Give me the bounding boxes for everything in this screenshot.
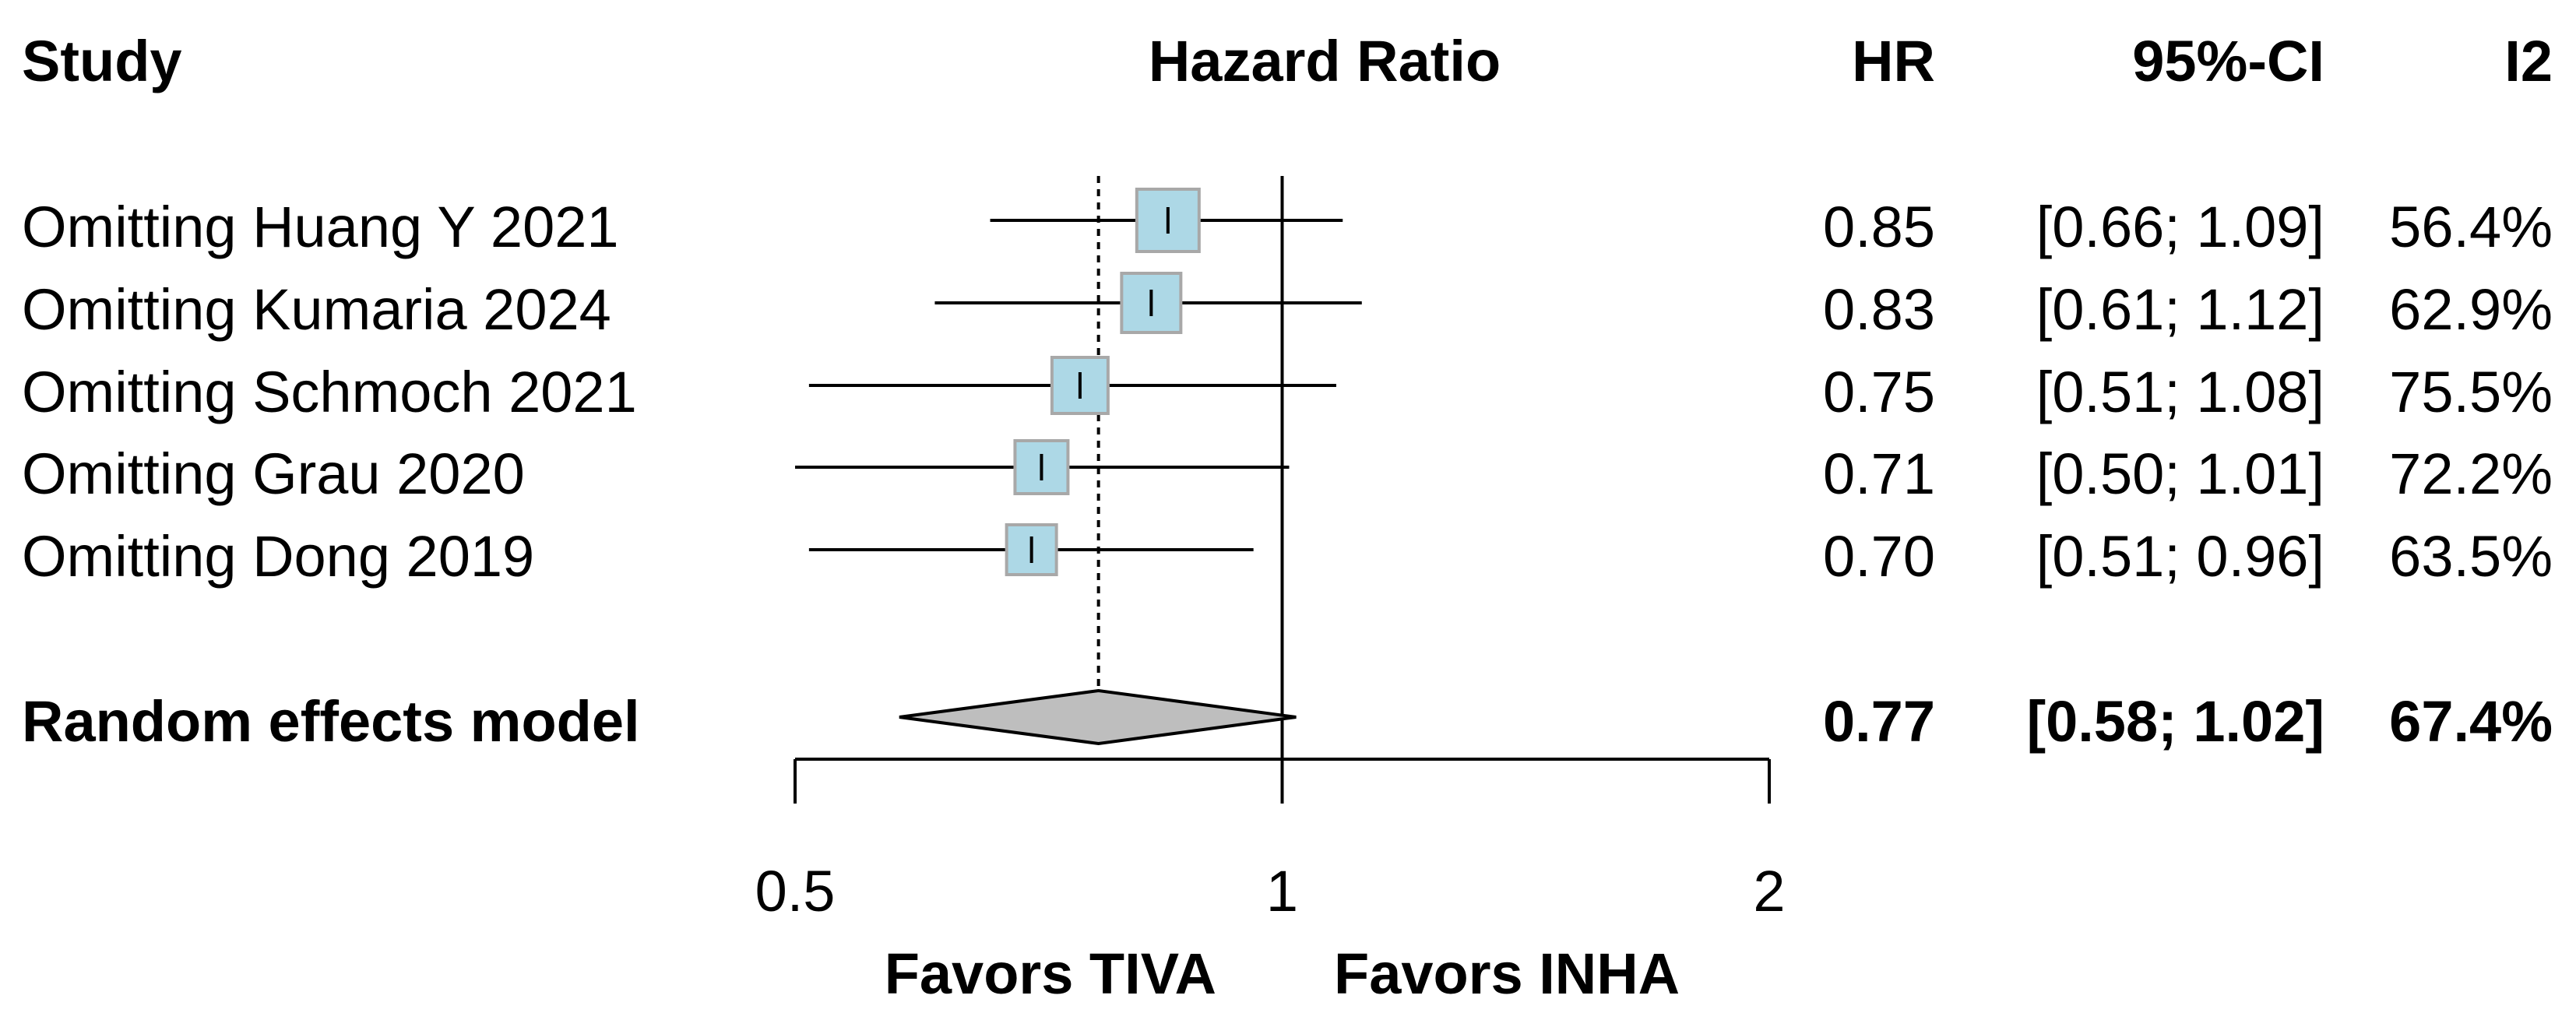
study-ci-value: [0.50; 1.01]: [2036, 441, 2324, 506]
study-square: [1120, 272, 1183, 334]
summary-hr-value: 0.77: [1823, 689, 1935, 754]
study-ci-values: [0.66; 1.09] [0.61; 1.12] [0.51; 1.08] […: [2036, 195, 2324, 589]
header-hazard-ratio: Hazard Ratio: [1149, 29, 1501, 93]
header-hr: HR: [1852, 29, 1935, 93]
study-hr-values: 0.85 0.83 0.75 0.71 0.70: [1823, 195, 1935, 589]
study-label: Omitting Dong 2019: [22, 524, 534, 589]
tick-label: 2: [1753, 859, 1785, 923]
study-hr-value: 0.70: [1823, 524, 1935, 589]
study-label: Omitting Schmoch 2021: [22, 360, 637, 424]
study-label: Omitting Huang Y 2021: [22, 195, 619, 259]
favors-left-label: Favors TIVA: [885, 941, 1216, 1006]
study-square: [1050, 356, 1110, 415]
study-label: Omitting Grau 2020: [22, 441, 525, 506]
header-i2: I2: [2504, 29, 2553, 93]
study-i2-value: 63.5%: [2389, 524, 2553, 589]
header-study: Study: [22, 29, 182, 93]
study-i2-value: 75.5%: [2389, 360, 2553, 424]
study-ci-value: [0.66; 1.09]: [2036, 195, 2324, 259]
summary-label: Random effects model: [22, 689, 640, 754]
summary-ci-value: [0.58; 1.02]: [2026, 689, 2324, 754]
header-ci: 95%-CI: [2132, 29, 2324, 93]
study-i2-value: 56.4%: [2389, 195, 2553, 259]
study-labels: Omitting Huang Y 2021 Omitting Kumaria 2…: [22, 195, 637, 589]
study-ci-value: [0.61; 1.12]: [2036, 277, 2324, 342]
study-i2-value: 72.2%: [2389, 441, 2553, 506]
study-hr-value: 0.75: [1823, 360, 1935, 424]
plot-marks: [794, 176, 1771, 804]
summary-i2-value: 67.4%: [2389, 689, 2553, 754]
favors-right-label: Favors INHA: [1334, 941, 1680, 1006]
study-hr-value: 0.83: [1823, 277, 1935, 342]
study-i2-values: 56.4% 62.9% 75.5% 72.2% 63.5%: [2389, 195, 2553, 589]
study-square: [1005, 523, 1058, 576]
summary-diamond: [899, 688, 1297, 746]
study-label: Omitting Kumaria 2024: [22, 277, 611, 342]
study-i2-value: 62.9%: [2389, 277, 2553, 342]
tick-label: 1: [1266, 859, 1298, 923]
study-ci-value: [0.51; 1.08]: [2036, 360, 2324, 424]
tick-label: 0.5: [755, 859, 836, 923]
study-hr-value: 0.85: [1823, 195, 1935, 259]
study-ci-value: [0.51; 0.96]: [2036, 524, 2324, 589]
study-hr-value: 0.71: [1823, 441, 1935, 506]
